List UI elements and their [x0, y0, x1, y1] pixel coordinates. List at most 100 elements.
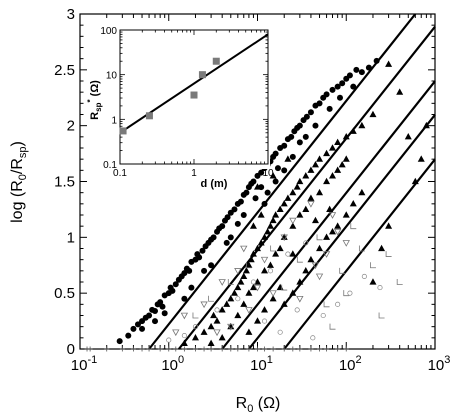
- triangle-data-point: [302, 267, 310, 274]
- circle-data-point: [157, 299, 164, 306]
- triangle-data-point: [296, 177, 304, 185]
- triangle-data-point: [257, 211, 265, 218]
- plus-data-point: [146, 346, 152, 352]
- triangle-data-point: [266, 222, 274, 229]
- circle-data-point: [210, 234, 217, 241]
- triangle-data-point: [289, 222, 297, 229]
- circle-data-point: [169, 287, 176, 294]
- circle-data-point: [181, 295, 188, 302]
- y-axis-label: log (R0/Rsp): [9, 141, 29, 223]
- triangle-data-point: [326, 205, 334, 213]
- triangle-data-point: [385, 222, 393, 229]
- square-open-data-point: [192, 312, 199, 319]
- main-fit-lines: [148, 13, 436, 350]
- main-y-tick-labels: 0 0.5 1 1.5 2 2.5 3: [54, 6, 75, 358]
- plus-data-point: [270, 346, 276, 352]
- circle-data-point: [116, 338, 123, 345]
- circle-data-point: [130, 325, 137, 332]
- y-tick-label: 2.5: [54, 62, 75, 79]
- plus-data-point: [317, 346, 323, 352]
- circle-data-point: [316, 100, 323, 107]
- triangle-data-point: [338, 160, 346, 168]
- circle-data-point: [334, 83, 341, 90]
- triangle-data-point: [180, 339, 188, 347]
- small-circle-open-data-point: [377, 285, 383, 291]
- triangle-data-point: [269, 172, 277, 179]
- triangle-data-point: [276, 205, 284, 213]
- inset-data-point: [198, 71, 206, 79]
- triangle-data-point: [358, 188, 366, 196]
- triangle-data-point: [218, 306, 226, 313]
- triangle-data-point: [334, 138, 342, 146]
- plus-data-point: [246, 346, 252, 352]
- triangle-data-point: [234, 283, 242, 291]
- down-triangle-open-data-point: [328, 212, 337, 219]
- small-circle-open-data-point: [267, 268, 274, 274]
- circle-data-point: [274, 165, 281, 172]
- down-triangle-open-data-point: [227, 323, 235, 331]
- small-circle-open-data-point: [192, 324, 199, 330]
- triangle-data-point: [230, 289, 238, 296]
- y-tick-label: 0: [67, 341, 75, 358]
- triangle-data-point: [200, 328, 208, 335]
- fit-line: [178, 26, 436, 350]
- circle-data-point: [219, 223, 226, 230]
- main-axis-ticks: [79, 13, 436, 350]
- circle-data-point: [186, 267, 193, 274]
- down-triangle-open-data-point: [269, 290, 277, 297]
- plus-data-point: [343, 346, 349, 352]
- triangle-data-point: [254, 183, 261, 190]
- circle-data-point: [281, 142, 288, 149]
- plus-data-point: [208, 346, 214, 352]
- triangle-data-point: [237, 278, 245, 285]
- triangle-data-point: [207, 339, 215, 347]
- small-circle-open-data-point: [261, 318, 268, 324]
- circle-data-point: [181, 270, 188, 277]
- triangle-data-point: [227, 294, 235, 302]
- square-open-data-point: [358, 245, 365, 252]
- plus-data-point: [192, 346, 198, 352]
- x-tick-label: 101: [250, 354, 273, 374]
- down-triangle-open-data-point: [240, 245, 248, 253]
- inset-fit-line: [119, 33, 269, 134]
- plus-data-point: [255, 346, 260, 352]
- y-tick-label: 2: [67, 118, 75, 135]
- y-tick-label: 1: [67, 229, 75, 246]
- triangle-data-point: [234, 311, 242, 319]
- triangle-data-point: [284, 155, 292, 162]
- circle-data-point: [329, 86, 336, 93]
- triangle-data-point: [385, 60, 393, 67]
- circle-data-point: [152, 308, 159, 315]
- square-open-data-point: [316, 234, 323, 241]
- triangle-data-point: [329, 172, 337, 179]
- triangle-data-point: [242, 267, 250, 274]
- triangle-data-point: [269, 294, 277, 302]
- small-circle-open-data-point: [181, 333, 187, 339]
- triangle-data-point: [342, 211, 350, 218]
- triangle-data-point: [240, 272, 248, 280]
- triangle-data-point: [296, 278, 304, 285]
- inset-x-tick-label: 1: [191, 168, 197, 179]
- triangle-data-point: [247, 255, 255, 263]
- circle-data-point: [258, 169, 265, 176]
- small-circle-open-data-point: [277, 329, 283, 335]
- inset-x-axis-label: d (m): [201, 178, 228, 190]
- triangle-data-point: [280, 233, 288, 240]
- triangle-data-point: [342, 155, 350, 162]
- x-axis-label: R0 (Ω): [236, 395, 281, 415]
- triangle-data-point: [293, 183, 301, 190]
- triangle-data-point: [289, 250, 297, 257]
- down-triangle-open-data-point: [213, 329, 221, 337]
- small-circle-open-data-point: [347, 290, 353, 296]
- triangle-data-point: [404, 133, 412, 140]
- triangle-data-point: [396, 88, 404, 95]
- plus-data-point: [335, 346, 341, 352]
- down-triangle-open-data-point: [311, 262, 320, 270]
- triangle-data-point: [289, 188, 297, 196]
- square-open-data-point: [378, 312, 385, 319]
- square-open-data-point: [227, 279, 234, 285]
- plus-data-point: [201, 346, 207, 352]
- circle-data-point: [237, 198, 244, 205]
- circle-data-point: [261, 200, 268, 207]
- circle-data-point: [336, 94, 343, 101]
